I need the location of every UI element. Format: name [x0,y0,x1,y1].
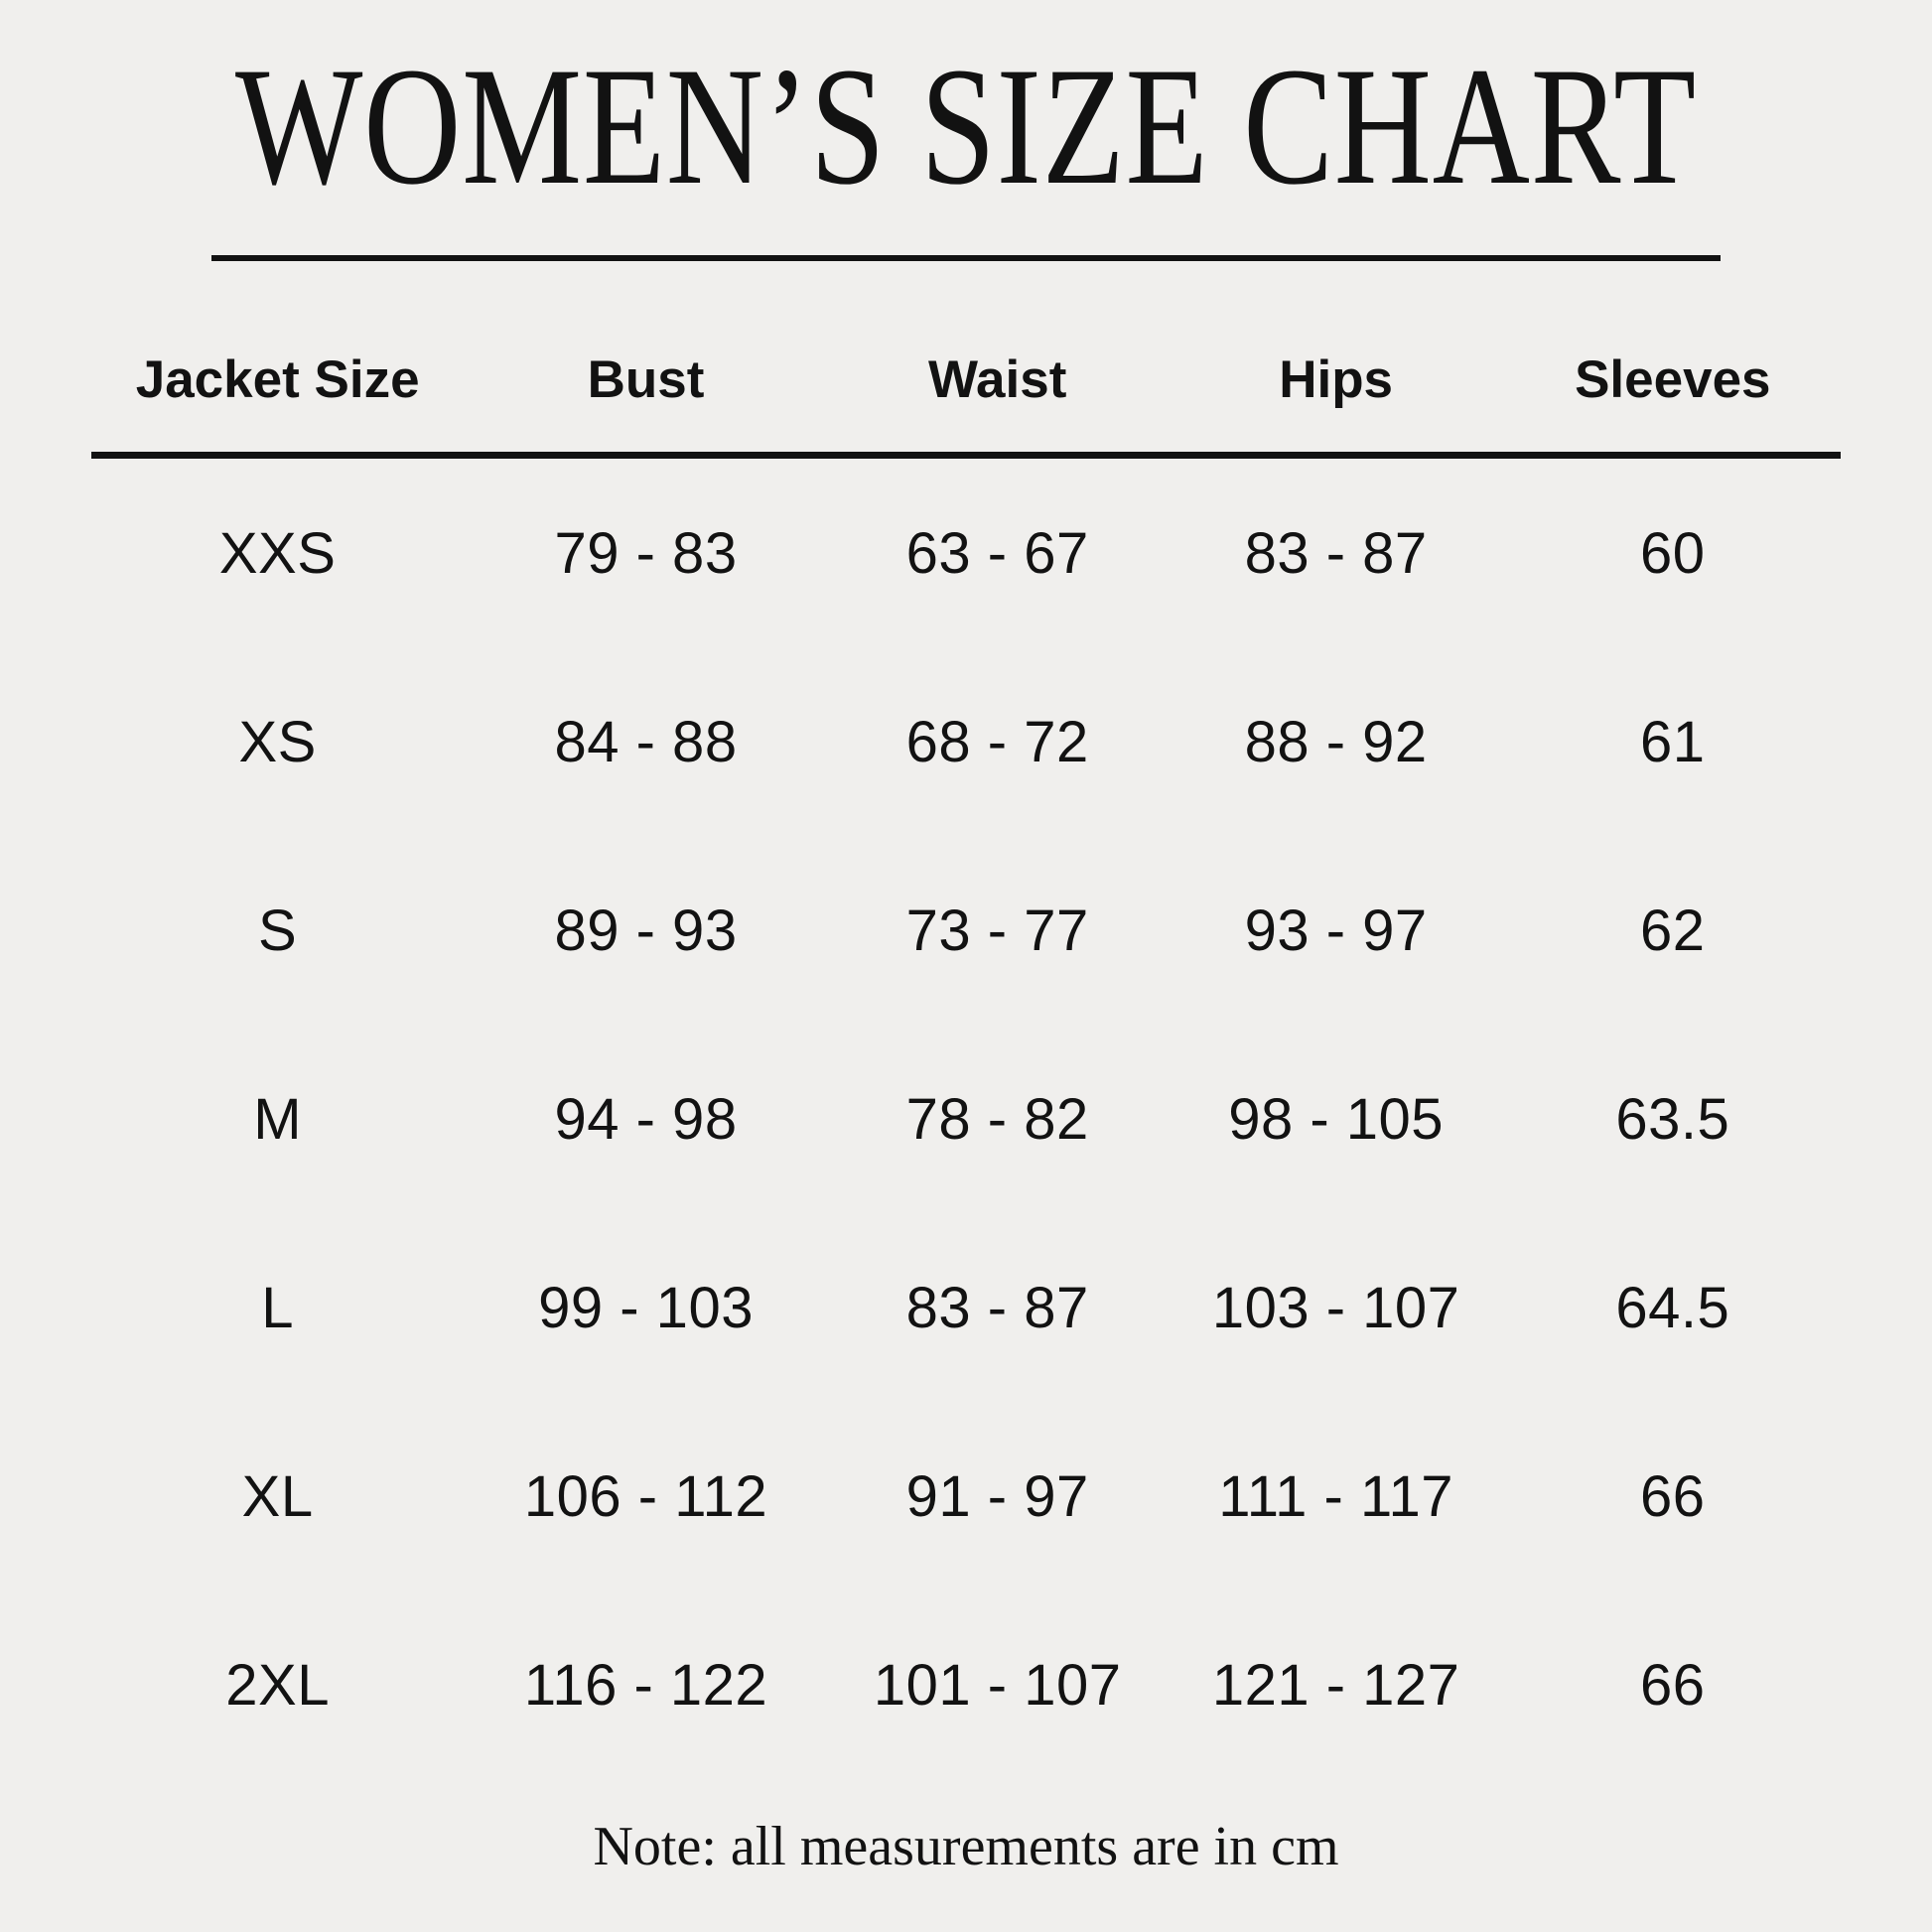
column-header-jacket-size: Jacket Size [135,350,420,409]
bust-value: 84 - 88 [554,709,738,774]
table-row-m: M 94 - 98 78 - 82 98 - 105 63.5 [91,1025,1841,1213]
sleeves-value: 60 [1640,520,1706,586]
size-label: XS [238,709,317,774]
page-title: WOMEN’S SIZE CHART [235,33,1697,219]
waist-value: 63 - 67 [905,520,1089,586]
bust-value: 94 - 98 [554,1086,738,1152]
hips-value: 93 - 97 [1244,897,1428,963]
hips-value: 83 - 87 [1244,520,1428,586]
sleeves-value: 63.5 [1615,1086,1730,1152]
bust-value: 106 - 112 [523,1463,768,1529]
bust-value: 89 - 93 [554,897,738,963]
measurement-note: Note: all measurements are in cm [593,1816,1339,1877]
waist-value: 78 - 82 [905,1086,1089,1152]
sleeves-value: 61 [1640,709,1706,774]
header-underline [91,452,1841,459]
table-row-l: L 99 - 103 83 - 87 103 - 107 64.5 [91,1213,1841,1402]
hips-value: 98 - 105 [1228,1086,1445,1152]
hips-value: 111 - 117 [1218,1463,1453,1529]
size-label: S [258,897,298,963]
column-header-bust: Bust [587,350,705,409]
sleeves-value: 66 [1640,1463,1706,1529]
size-table: Jacket Size Bust Waist Hips Sleeves XXS … [91,261,1841,1779]
table-row-xxs: XXS 79 - 83 63 - 67 83 - 87 60 [91,459,1841,647]
table-row-2xl: 2XL 116 - 122 101 - 107 121 - 127 66 [91,1590,1841,1779]
waist-value: 68 - 72 [905,709,1089,774]
waist-value: 101 - 107 [873,1652,1122,1718]
waist-value: 91 - 97 [905,1463,1089,1529]
sleeves-value: 66 [1640,1652,1706,1718]
column-header-sleeves: Sleeves [1575,350,1771,409]
waist-value: 83 - 87 [905,1275,1089,1340]
title-underline [211,255,1721,261]
size-label: L [261,1275,295,1340]
table-row-xl: XL 106 - 112 91 - 97 111 - 117 66 [91,1402,1841,1590]
sleeves-value: 62 [1640,897,1706,963]
bust-value: 99 - 103 [538,1275,754,1340]
bust-value: 116 - 122 [523,1652,768,1718]
waist-value: 73 - 77 [905,897,1089,963]
size-label: XXS [218,520,337,586]
column-header-waist: Waist [927,350,1067,409]
table-row-s: S 89 - 93 73 - 77 93 - 97 62 [91,836,1841,1025]
table-header-row: Jacket Size Bust Waist Hips Sleeves [91,261,1841,452]
hips-value: 103 - 107 [1211,1275,1460,1340]
hips-value: 121 - 127 [1211,1652,1460,1718]
column-header-hips: Hips [1279,350,1394,409]
size-label: XL [241,1463,314,1529]
size-label: 2XL [225,1652,330,1718]
hips-value: 88 - 92 [1244,709,1428,774]
size-label: M [253,1086,303,1152]
bust-value: 79 - 83 [554,520,738,586]
table-row-xs: XS 84 - 88 68 - 72 88 - 92 61 [91,647,1841,836]
sleeves-value: 64.5 [1615,1275,1730,1340]
